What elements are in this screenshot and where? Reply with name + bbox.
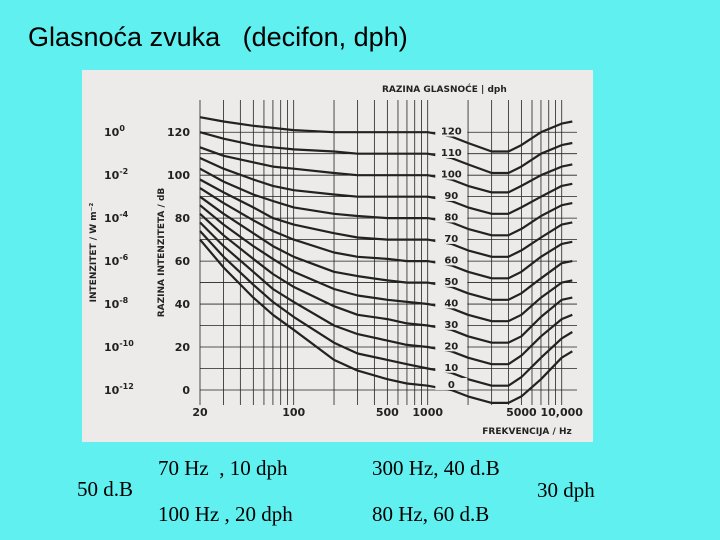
curve-label-bg	[435, 317, 468, 330]
curve-label: 40	[444, 298, 458, 309]
intensity-tick-label: 10-10	[104, 339, 134, 354]
curve-label-bg	[435, 145, 468, 158]
curve-label-bg	[435, 210, 468, 223]
loudness-curve	[199, 116, 573, 153]
note-100hz: 100 Hz , 20 dph	[158, 502, 293, 526]
curve-label: 70	[444, 234, 458, 245]
loudness-curve	[199, 230, 573, 387]
x-tick-label: 500	[376, 406, 399, 419]
y-axis-label: RAZINA INTENZITETA / dB	[157, 188, 167, 318]
loudness-curve	[199, 221, 573, 366]
y-tick-label: 20	[175, 341, 191, 354]
loudness-curve	[199, 146, 573, 194]
y-tick-label: 100	[167, 169, 190, 182]
note-50db: 50 d.B	[77, 477, 134, 501]
curve-label: 0	[448, 380, 455, 391]
loudness-curve	[199, 131, 573, 175]
curve-label: 110	[441, 148, 462, 159]
curve-label-bg	[435, 188, 468, 201]
intensity-tick-label: 10-2	[104, 167, 128, 182]
curve-label-bg	[435, 167, 468, 180]
curve-label: 90	[444, 191, 458, 202]
slide-title: Glasnoća zvuka (decifon, dph)	[28, 22, 408, 52]
chart-title: RAZINA GLASNOĆE | dph	[382, 83, 507, 95]
intensity-tick-label: 10-8	[104, 296, 129, 311]
loudness-curve	[199, 195, 573, 301]
curve-label-bg	[435, 231, 468, 244]
curve-label: 10	[444, 363, 458, 374]
note-300hz: 300 Hz, 40 d.B	[372, 456, 500, 480]
curve-label-bg	[435, 377, 468, 390]
y-left-axis-label: INTENZITET / W m⁻²	[89, 203, 99, 303]
loudness-curve	[199, 178, 573, 258]
chart-title-bg	[377, 80, 532, 96]
loudness-curve	[199, 167, 573, 237]
loudness-curve	[199, 187, 573, 280]
y-tick-label: 60	[175, 255, 191, 268]
intensity-tick-label: 10-12	[104, 382, 134, 397]
x-tick-label: 10,000	[541, 406, 584, 419]
curve-label-bg	[435, 274, 468, 287]
curve-label: 100	[441, 169, 462, 180]
x-axis-label: FREKVENCIJA / Hz	[482, 427, 571, 437]
curve-label-bg	[435, 360, 468, 373]
curve-label-bg	[435, 124, 468, 137]
x-tick-label: 100	[282, 406, 305, 419]
x-tick-label: 5000	[506, 406, 537, 419]
y-tick-label: 0	[182, 384, 190, 397]
loudness-curve	[199, 156, 573, 215]
note-80hz: 80 Hz, 60 d.B	[372, 502, 490, 526]
curve-label-bg	[435, 253, 468, 266]
chart-curves	[199, 116, 573, 404]
loudness-curve	[199, 212, 573, 344]
curve-label-bg	[435, 296, 468, 309]
intensity-tick-label: 10-4	[104, 210, 129, 225]
curve-label-bg	[435, 339, 468, 352]
y-tick-label: 40	[175, 298, 191, 311]
equal-loudness-chart: 120 110 100 90 80 70 60 50 40 30 20 10 0 RAZINA GLASN…	[82, 70, 593, 442]
curve-label: 60	[444, 255, 458, 266]
y-tick-label: 120	[167, 126, 190, 139]
intensity-tick-label: 10-6	[104, 253, 129, 268]
curve-label: 30	[444, 320, 458, 331]
y-tick-label: 80	[175, 212, 191, 225]
x-tick-label: 20	[192, 406, 208, 419]
note-30dph: 30 dph	[537, 478, 595, 502]
curve-label: 120	[441, 127, 462, 138]
intensity-tick-label: 100	[104, 124, 125, 139]
note-70hz: 70 Hz , 10 dph	[158, 456, 288, 480]
curve-label: 50	[444, 277, 458, 288]
curve-label: 20	[444, 341, 458, 352]
curve-label: 80	[444, 212, 458, 223]
loudness-curve	[199, 238, 573, 404]
x-tick-label: 1000	[412, 406, 443, 419]
loudness-curve	[199, 204, 573, 323]
